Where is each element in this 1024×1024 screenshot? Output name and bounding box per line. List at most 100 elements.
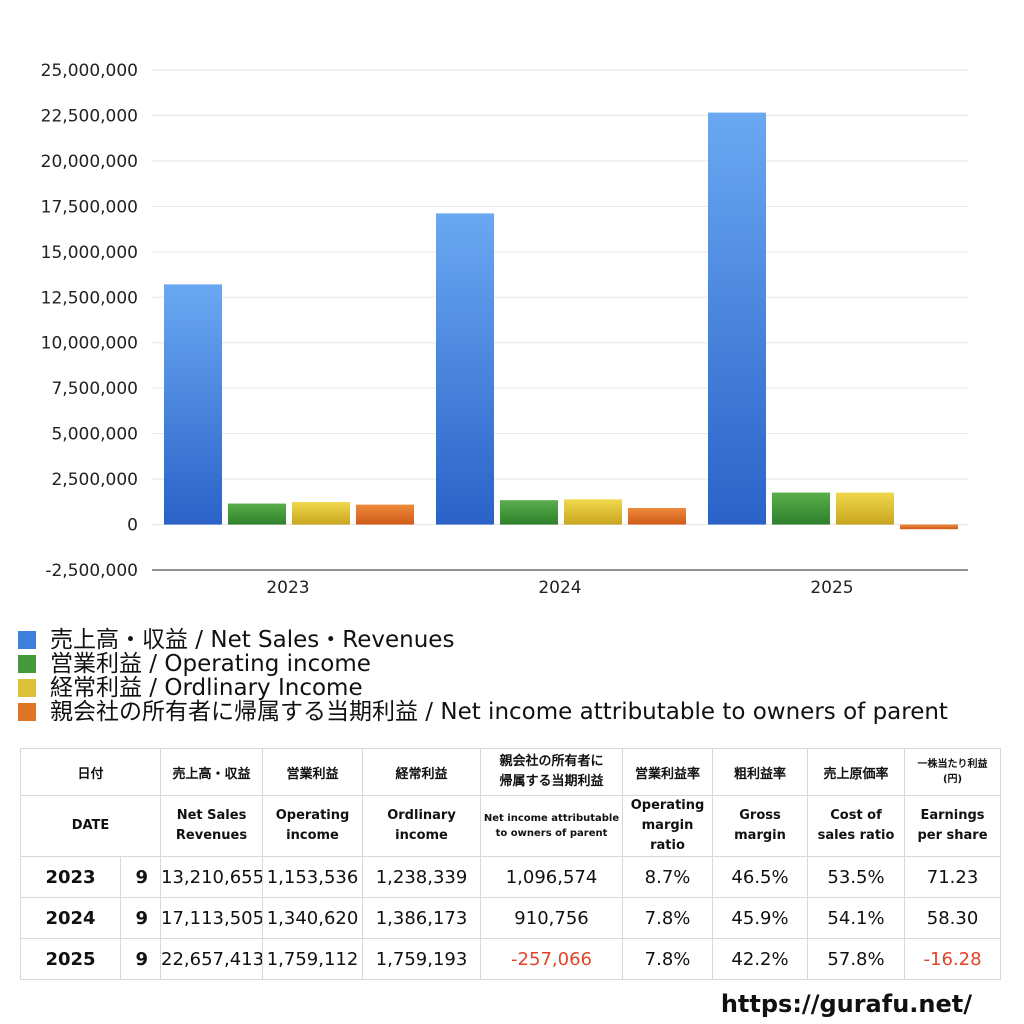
operating-cell: 1,153,536 bbox=[262, 856, 364, 898]
sales-cell: 22,657,413 bbox=[160, 938, 264, 980]
bar-2025-series-2 bbox=[772, 492, 830, 525]
legend-label: 営業利益 / Operating income bbox=[50, 651, 371, 677]
header-op-margin-en-line3: ratio bbox=[650, 838, 685, 853]
header-op-margin-en-line1: Operating bbox=[630, 798, 705, 813]
bar-2023-series-3 bbox=[292, 502, 350, 525]
header-net-en-line2: to owners of parent bbox=[495, 828, 608, 839]
y-tick-label: 5,000,000 bbox=[51, 425, 138, 445]
header-eps-en: Earnings per share bbox=[904, 795, 1002, 857]
legend-swatch bbox=[18, 631, 36, 649]
header-ordinary-en-line2: income bbox=[395, 828, 448, 843]
header-gross-jp: 粗利益率 bbox=[712, 748, 809, 796]
year-cell: 2024 bbox=[20, 897, 121, 939]
header-eps-jp-line1: 一株当たり利益 bbox=[917, 759, 988, 770]
header-net-en-line1: Net income attributable bbox=[483, 813, 620, 824]
net-income-cell: -257,066 bbox=[480, 938, 624, 980]
op-margin-cell: 7.8% bbox=[622, 938, 714, 980]
header-date-en: DATE bbox=[19, 795, 162, 857]
month-cell: 9 bbox=[119, 897, 162, 939]
header-sales-en: Net Sales Revenues bbox=[160, 795, 264, 857]
header-ordinary-jp: 経常利益 bbox=[362, 748, 482, 796]
header-date-jp: 日付 bbox=[19, 748, 162, 796]
sales-cell: 13,210,655 bbox=[160, 856, 264, 898]
legend-swatch bbox=[18, 703, 36, 721]
financial-table: 日付 売上高・収益 営業利益 経常利益 親会社の所有者に 帰属する当期利益 営業… bbox=[19, 748, 1002, 980]
header-ordinary-en-line1: Ordlinary bbox=[387, 808, 456, 823]
header-net-en: Net income attributable to owners of par… bbox=[480, 795, 624, 857]
legend-label: 売上高・収益 / Net Sales・Revenues bbox=[50, 627, 455, 653]
bar-2025-series-3 bbox=[836, 492, 894, 525]
year-cell: 2023 bbox=[20, 856, 121, 898]
eps-cell: 58.30 bbox=[904, 897, 1002, 939]
y-tick-label: 25,000,000 bbox=[41, 61, 138, 81]
table-row: 2024 9 17,113,505 1,340,620 1,386,173 91… bbox=[20, 897, 1002, 939]
header-net-jp: 親会社の所有者に 帰属する当期利益 bbox=[480, 748, 624, 796]
year-cell: 2025 bbox=[20, 938, 121, 980]
header-gross-en-line1: Gross bbox=[739, 808, 781, 823]
x-tick-label: 2025 bbox=[810, 578, 853, 598]
bars bbox=[164, 112, 958, 530]
y-tick-label: 22,500,000 bbox=[41, 106, 138, 126]
x-tick-label: 2023 bbox=[266, 578, 309, 598]
sales-cell: 17,113,505 bbox=[160, 897, 264, 939]
bar-2024-series-1 bbox=[436, 213, 494, 525]
bar-2025-series-4 bbox=[900, 524, 958, 530]
net-income-cell: 910,756 bbox=[480, 897, 624, 939]
eps-cell: -16.28 bbox=[904, 938, 1002, 980]
bar-chart: 25,000,000 22,500,000 20,000,000 17,500,000… bbox=[41, 61, 968, 598]
header-cost-en-line1: Cost of bbox=[830, 808, 882, 823]
y-tick-label: 15,000,000 bbox=[41, 243, 138, 263]
eps-cell: 71.23 bbox=[904, 856, 1002, 898]
header-gross-en: Gross margin bbox=[712, 795, 809, 857]
legend-item-sales: 売上高・収益 / Net Sales・Revenues bbox=[18, 628, 948, 652]
ordinary-cell: 1,759,193 bbox=[362, 938, 482, 980]
legend: 売上高・収益 / Net Sales・Revenues 営業利益 / Opera… bbox=[18, 628, 948, 724]
header-cost-en: Cost of sales ratio bbox=[807, 795, 906, 857]
header-eps-en-line2: per share bbox=[917, 828, 988, 843]
y-tick-label: 17,500,000 bbox=[41, 197, 138, 217]
y-tick-label: -2,500,000 bbox=[45, 561, 138, 581]
y-tick-label: 10,000,000 bbox=[41, 334, 138, 354]
cost-ratio-cell: 54.1% bbox=[807, 897, 906, 939]
gross-margin-cell: 45.9% bbox=[712, 897, 809, 939]
bar-2024-series-3 bbox=[564, 499, 622, 525]
header-eps-jp-line2: (円) bbox=[942, 774, 963, 785]
month-cell: 9 bbox=[119, 938, 162, 980]
op-margin-cell: 8.7% bbox=[622, 856, 714, 898]
legend-label: 親会社の所有者に帰属する当期利益 / Net income attributab… bbox=[50, 699, 948, 725]
header-sales-en-line1: Net Sales bbox=[176, 808, 247, 823]
x-tick-label: 2024 bbox=[538, 578, 581, 598]
header-gross-en-line2: margin bbox=[734, 828, 786, 843]
header-op-margin-en: Operating margin ratio bbox=[622, 795, 714, 857]
operating-cell: 1,340,620 bbox=[262, 897, 364, 939]
header-eps-jp: 一株当たり利益 (円) bbox=[904, 748, 1002, 796]
gridlines bbox=[152, 69, 968, 526]
operating-cell: 1,759,112 bbox=[262, 938, 364, 980]
y-tick-label: 20,000,000 bbox=[41, 152, 138, 172]
legend-label: 経常利益 / Ordlinary Income bbox=[50, 675, 363, 701]
ordinary-cell: 1,238,339 bbox=[362, 856, 482, 898]
ordinary-cell: 1,386,173 bbox=[362, 897, 482, 939]
header-operating-en-line1: Operating bbox=[275, 808, 350, 823]
header-eps-en-line1: Earnings bbox=[920, 808, 985, 823]
legend-item-net-income: 親会社の所有者に帰属する当期利益 / Net income attributab… bbox=[18, 700, 948, 724]
legend-item-operating: 営業利益 / Operating income bbox=[18, 652, 948, 676]
legend-swatch bbox=[18, 679, 36, 697]
header-operating-en-line2: income bbox=[286, 828, 339, 843]
bar-2023-series-2 bbox=[228, 503, 286, 525]
gross-margin-cell: 42.2% bbox=[712, 938, 809, 980]
cost-ratio-cell: 53.5% bbox=[807, 856, 906, 898]
header-op-margin-en-line2: margin bbox=[641, 818, 694, 833]
bar-2023-series-4 bbox=[356, 504, 414, 525]
header-cost-jp: 売上原価率 bbox=[807, 748, 906, 796]
table-row: 2023 9 13,210,655 1,153,536 1,238,339 1,… bbox=[20, 856, 1002, 898]
y-tick-label: 12,500,000 bbox=[41, 288, 138, 308]
header-net-jp-line1: 親会社の所有者に bbox=[499, 754, 604, 769]
bar-2025-series-1 bbox=[708, 112, 766, 525]
y-axis-ticks: 25,000,000 22,500,000 20,000,000 17,500,000… bbox=[41, 61, 138, 581]
legend-swatch bbox=[18, 655, 36, 673]
header-cost-en-line2: sales ratio bbox=[817, 828, 895, 843]
header-operating-en: Operating income bbox=[262, 795, 364, 857]
source-url: https://gurafu.net/ bbox=[720, 990, 972, 1018]
gross-margin-cell: 46.5% bbox=[712, 856, 809, 898]
